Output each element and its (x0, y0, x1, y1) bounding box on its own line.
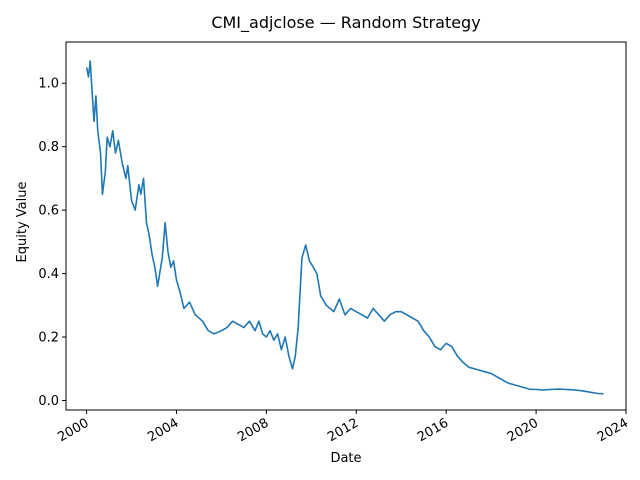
plot-frame (65, 41, 627, 411)
y-tick-label: 0.6 (38, 204, 59, 219)
x-tick-label: 2012 (325, 416, 361, 446)
x-axis-label: Date (330, 451, 361, 466)
y-tick-label: 0.4 (38, 267, 59, 282)
x-tick-label: 2024 (595, 416, 631, 446)
plot-area (65, 41, 627, 411)
x-tick-label: 2000 (55, 416, 91, 446)
y-tick-label: 0.8 (38, 140, 59, 155)
chart-title: CMI_adjclose — Random Strategy (211, 13, 480, 33)
x-tick-label: 2004 (145, 416, 181, 446)
x-tick-label: 2008 (235, 416, 271, 446)
x-tick-label: 2016 (415, 416, 451, 446)
y-axis: 0.0 0.2 0.4 0.6 0.8 1.0 (38, 77, 66, 409)
y-tick-label: 0.0 (38, 394, 59, 409)
x-tick-label: 2020 (505, 416, 541, 446)
y-tick-label: 1.0 (38, 77, 59, 92)
series-line-0 (85, 60, 604, 395)
y-tick-label: 0.2 (38, 331, 59, 346)
y-axis-label: Equity Value (15, 182, 30, 263)
x-axis: 2000 2004 2008 2012 2016 2020 2024 (55, 410, 631, 445)
